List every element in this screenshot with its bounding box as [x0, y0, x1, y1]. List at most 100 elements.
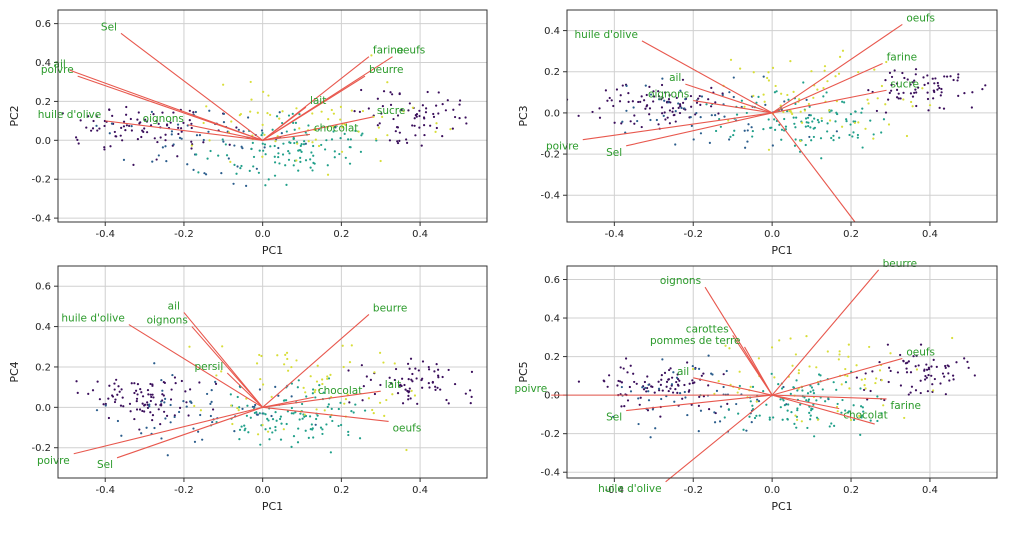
sample-point [826, 350, 829, 353]
sample-point [151, 160, 154, 163]
sample-point [849, 112, 853, 116]
sample-point [963, 357, 966, 360]
sample-point [859, 405, 863, 408]
sample-point [277, 146, 280, 150]
sample-point [907, 360, 910, 363]
sample-point [662, 114, 665, 117]
sample-point [912, 355, 915, 358]
sample-point [470, 395, 473, 398]
sample-point [770, 126, 773, 129]
sample-point [260, 354, 263, 358]
sample-point [846, 411, 850, 414]
sample-point [739, 67, 742, 70]
sample-point [598, 107, 601, 110]
sample-point [740, 99, 743, 102]
sample-point [874, 381, 877, 385]
sample-point [805, 121, 808, 124]
sample-point [92, 119, 95, 123]
sample-point [391, 93, 394, 96]
sample-point [337, 407, 340, 411]
sample-point [667, 97, 671, 101]
sample-point [803, 109, 807, 112]
sample-point [451, 127, 454, 130]
sample-point [163, 401, 166, 404]
sample-point [838, 353, 841, 356]
sample-point [602, 379, 605, 382]
sample-point [108, 132, 111, 135]
sample-point [309, 166, 312, 169]
sample-point [804, 143, 807, 147]
sample-point [632, 106, 635, 109]
sample-point [193, 404, 196, 408]
sample-point [222, 83, 225, 86]
sample-point [795, 379, 798, 382]
sample-point [783, 100, 786, 103]
sample-point [268, 427, 272, 430]
sample-point [185, 405, 188, 408]
sample-point [981, 88, 984, 91]
sample-point [784, 125, 788, 128]
sample-point [124, 129, 127, 132]
loading-vector [183, 312, 264, 408]
sample-point [340, 423, 343, 427]
sample-point [689, 116, 692, 119]
sample-point [809, 390, 812, 393]
sample-point [354, 129, 357, 132]
sample-point [252, 165, 255, 168]
sample-point [411, 380, 414, 383]
sample-point [273, 174, 277, 177]
sample-point [657, 95, 661, 98]
vector-label: huile d'olive [598, 483, 661, 495]
sample-point [917, 86, 920, 89]
sample-point [409, 397, 412, 400]
sample-point [266, 417, 269, 420]
sample-point [347, 369, 350, 372]
sample-point [878, 360, 881, 364]
sample-point [846, 374, 849, 378]
sample-point [778, 123, 781, 126]
sample-point [121, 139, 124, 142]
sample-point [895, 82, 899, 85]
sample-point [274, 410, 277, 414]
sample-point [176, 123, 180, 126]
sample-point [264, 184, 267, 187]
sample-point [330, 407, 333, 410]
sample-point [751, 385, 755, 389]
sample-point [164, 133, 167, 136]
sample-point [868, 345, 871, 349]
sample-point [744, 146, 747, 149]
y-tick-label: 0.0 [35, 403, 51, 414]
sample-point [297, 379, 300, 382]
sample-point [654, 427, 657, 430]
sample-point [125, 113, 128, 116]
sample-point [926, 97, 930, 101]
sample-point [909, 83, 912, 86]
sample-point [173, 415, 176, 419]
sample-point [137, 111, 140, 114]
sample-point [329, 373, 332, 376]
sample-point [246, 404, 249, 407]
sample-point [286, 410, 289, 413]
sample-point [255, 362, 259, 365]
sample-point [727, 119, 730, 122]
sample-point [773, 91, 777, 94]
sample-point [941, 372, 945, 375]
sample-point [952, 378, 955, 381]
sample-point [779, 398, 782, 401]
sample-point [407, 398, 410, 401]
sample-point [837, 72, 841, 75]
loading-vector [262, 390, 381, 408]
sample-point [140, 432, 143, 435]
sample-point [373, 371, 376, 374]
sample-point [119, 134, 122, 137]
sample-point [359, 150, 363, 153]
sample-point [669, 367, 672, 370]
sample-point [202, 138, 205, 142]
sample-point [951, 336, 954, 340]
sample-point [160, 400, 163, 403]
sample-point [809, 114, 812, 117]
y-tick-label: 0.6 [35, 282, 51, 293]
sample-point [646, 409, 650, 412]
sample-point [857, 121, 860, 124]
sample-point [924, 374, 927, 378]
